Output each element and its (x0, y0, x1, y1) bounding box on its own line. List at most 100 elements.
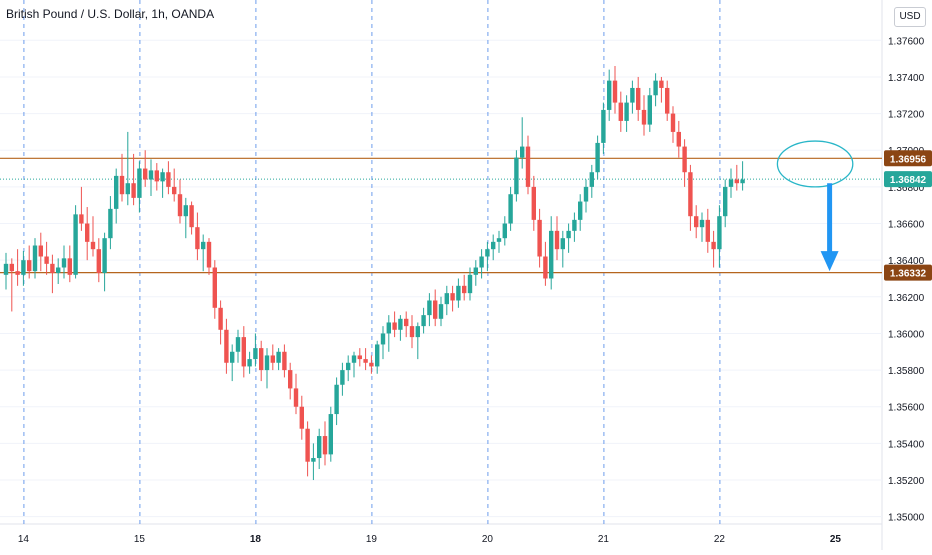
candle (508, 186, 513, 231)
candle (44, 241, 49, 275)
y-tick-label: 1.35000 (888, 513, 925, 524)
candle-body (496, 238, 502, 242)
candle-body (293, 388, 299, 407)
candle-body (264, 355, 270, 371)
candle (253, 333, 258, 367)
last-price-label: 1.36842 (890, 175, 927, 186)
currency-button[interactable]: USD (894, 7, 926, 27)
candle-body (717, 216, 722, 250)
candle-body (676, 131, 681, 147)
candle (334, 377, 339, 426)
candle-body (699, 219, 705, 228)
y-tick-label: 1.35800 (888, 366, 925, 377)
y-tick-label: 1.36600 (888, 220, 925, 231)
candle (79, 186, 84, 231)
candle-body (433, 300, 438, 319)
candle (102, 232, 107, 292)
candle (734, 164, 739, 191)
candle-body (554, 230, 560, 250)
candle (305, 421, 310, 477)
candle (537, 208, 542, 268)
candle-body (467, 274, 473, 294)
candle-body (624, 102, 629, 121)
candle (676, 120, 681, 158)
candle-body (665, 87, 670, 114)
x-tick-label: 15 (134, 534, 146, 545)
x-tick-label: 25 (830, 534, 842, 545)
candle (3, 252, 9, 290)
candle-body (160, 172, 165, 182)
candle (154, 163, 159, 191)
candle (653, 73, 658, 107)
candle (491, 234, 496, 261)
candle (462, 274, 467, 301)
candle-body (479, 256, 484, 268)
candle (699, 212, 705, 242)
candle-body (566, 230, 571, 239)
candle-body (682, 146, 687, 173)
candle-body (404, 318, 409, 327)
y-tick-label: 1.35200 (888, 476, 925, 487)
candle-body (131, 183, 136, 198)
candle (160, 168, 165, 198)
candle (665, 80, 670, 121)
candle (235, 329, 241, 363)
candle (398, 315, 403, 341)
candle-body (90, 241, 96, 250)
candle-body (357, 355, 362, 360)
y-tick-label: 1.36800 (888, 183, 925, 194)
annotation-ellipse (776, 140, 854, 188)
candle (670, 106, 676, 143)
candle-body (409, 326, 415, 338)
candle (183, 197, 188, 239)
candle (264, 348, 270, 389)
candle (172, 168, 177, 202)
candle-body (560, 238, 565, 250)
candle-body (247, 359, 252, 367)
candle-body (154, 170, 159, 182)
candle (189, 201, 194, 235)
candle-body (67, 258, 72, 275)
candle (340, 362, 345, 396)
candle (201, 234, 206, 272)
candle (520, 117, 525, 169)
candle (357, 348, 362, 367)
candle-body (508, 194, 513, 224)
candle (554, 216, 560, 261)
candle-body (288, 370, 293, 389)
candle (612, 65, 618, 114)
candle-body (96, 249, 101, 273)
candle (143, 150, 148, 187)
candle (73, 205, 78, 279)
candle-body (143, 168, 148, 180)
candle-body (166, 172, 171, 187)
x-tick-label: 19 (366, 534, 378, 545)
candle (728, 168, 734, 198)
candle (282, 344, 287, 378)
candle-body (201, 241, 206, 250)
candle (688, 164, 693, 231)
y-tick-label: 1.36400 (888, 256, 925, 267)
candle-body (351, 355, 357, 363)
candle (369, 355, 374, 374)
candle (421, 307, 426, 334)
candle (270, 344, 275, 371)
candle (293, 373, 299, 415)
candle-body (514, 157, 519, 195)
level-price-label: 1.36956 (890, 154, 927, 165)
candle-body (218, 307, 223, 330)
candle-body (102, 238, 107, 273)
candle (230, 344, 235, 382)
candle (415, 322, 420, 360)
candle-body (56, 267, 61, 273)
candle (67, 245, 72, 283)
candle-body (438, 304, 444, 319)
candle-body (172, 186, 177, 195)
candle (119, 153, 125, 202)
candle (166, 161, 171, 195)
candle (427, 293, 432, 327)
candle (56, 258, 61, 284)
candle-body (583, 186, 589, 202)
candle (224, 318, 229, 374)
